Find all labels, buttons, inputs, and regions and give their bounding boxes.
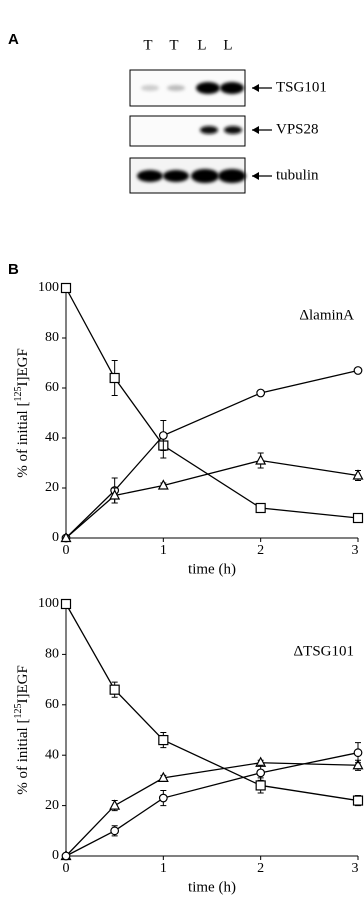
y-tick-label: 20 bbox=[45, 798, 59, 813]
arrow-head bbox=[252, 172, 259, 180]
x-tick-label: 3 bbox=[352, 543, 359, 558]
arrow-head bbox=[252, 126, 259, 134]
marker-circle bbox=[160, 432, 168, 440]
x-tick-label: 2 bbox=[257, 861, 264, 876]
panel-label: B bbox=[8, 261, 19, 278]
page: {"panel_a":{"label":"A","lanes":["T","T"… bbox=[0, 0, 364, 900]
y-axis-label-part: I]EGF bbox=[15, 665, 31, 703]
marker-circle bbox=[257, 769, 265, 777]
marker-square bbox=[159, 736, 168, 745]
marker-triangle bbox=[110, 801, 119, 810]
y-axis-label-part: I]EGF bbox=[15, 348, 31, 386]
series-line bbox=[66, 753, 358, 856]
marker-square bbox=[256, 781, 265, 790]
x-tick-label: 0 bbox=[63, 543, 70, 558]
series-line bbox=[66, 604, 358, 801]
y-tick-label: 40 bbox=[45, 747, 59, 762]
marker-square bbox=[354, 514, 363, 523]
blot-label: tubulin bbox=[276, 167, 319, 183]
marker-circle bbox=[160, 794, 168, 802]
y-axis-label-part: % of initial [ bbox=[15, 719, 31, 795]
marker-circle bbox=[257, 389, 265, 397]
y-tick-label: 100 bbox=[38, 596, 59, 611]
y-tick-label: 60 bbox=[45, 697, 59, 712]
marker-square bbox=[256, 504, 265, 513]
y-tick-label: 100 bbox=[38, 280, 59, 295]
y-axis-label: % of initial [125I]EGF bbox=[13, 665, 32, 795]
marker-triangle bbox=[256, 456, 265, 465]
blot-tsg101 bbox=[130, 70, 245, 106]
blot-vps28 bbox=[130, 116, 245, 146]
y-tick-label: 0 bbox=[52, 530, 59, 545]
marker-circle bbox=[111, 827, 119, 835]
marker-circle bbox=[354, 367, 362, 375]
blot-label: VPS28 bbox=[276, 121, 319, 137]
y-tick-label: 80 bbox=[45, 330, 59, 345]
y-tick-label: 20 bbox=[45, 480, 59, 495]
y-axis-label: % of initial [125I]EGF bbox=[13, 348, 32, 478]
y-tick-label: 0 bbox=[52, 848, 59, 863]
y-axis-label-part: 125 bbox=[13, 387, 24, 402]
lane-label: T bbox=[143, 37, 152, 53]
marker-circle bbox=[62, 852, 70, 860]
marker-circle bbox=[354, 749, 362, 757]
blot-label: TSG101 bbox=[276, 79, 327, 95]
lane-label: T bbox=[169, 37, 178, 53]
x-tick-label: 2 bbox=[257, 543, 264, 558]
lane-label: L bbox=[223, 37, 232, 53]
y-tick-label: 60 bbox=[45, 380, 59, 395]
panel-label: A bbox=[8, 31, 19, 48]
lane-label: L bbox=[197, 37, 206, 53]
x-axis-label: time (h) bbox=[188, 561, 236, 577]
arrow-head bbox=[252, 84, 259, 92]
annotation: ΔTSG101 bbox=[294, 643, 354, 659]
y-tick-label: 80 bbox=[45, 647, 59, 662]
marker-square bbox=[354, 796, 363, 805]
marker-square bbox=[62, 600, 71, 609]
marker-square bbox=[110, 685, 119, 694]
blot-tubulin bbox=[130, 158, 246, 193]
marker-square bbox=[62, 284, 71, 293]
annotation: ΔlaminA bbox=[299, 307, 354, 323]
marker-square bbox=[110, 374, 119, 383]
x-tick-label: 1 bbox=[160, 861, 167, 876]
x-tick-label: 3 bbox=[352, 861, 359, 876]
y-axis-label-part: % of initial [ bbox=[15, 402, 31, 478]
figure: A B TTLLTSG101VPS28tubulin02040608010001… bbox=[0, 0, 364, 900]
y-tick-label: 40 bbox=[45, 430, 59, 445]
x-axis-label: time (h) bbox=[188, 879, 236, 895]
x-tick-label: 0 bbox=[63, 861, 70, 876]
y-axis-label-part: 125 bbox=[13, 704, 24, 719]
x-tick-label: 1 bbox=[160, 543, 167, 558]
